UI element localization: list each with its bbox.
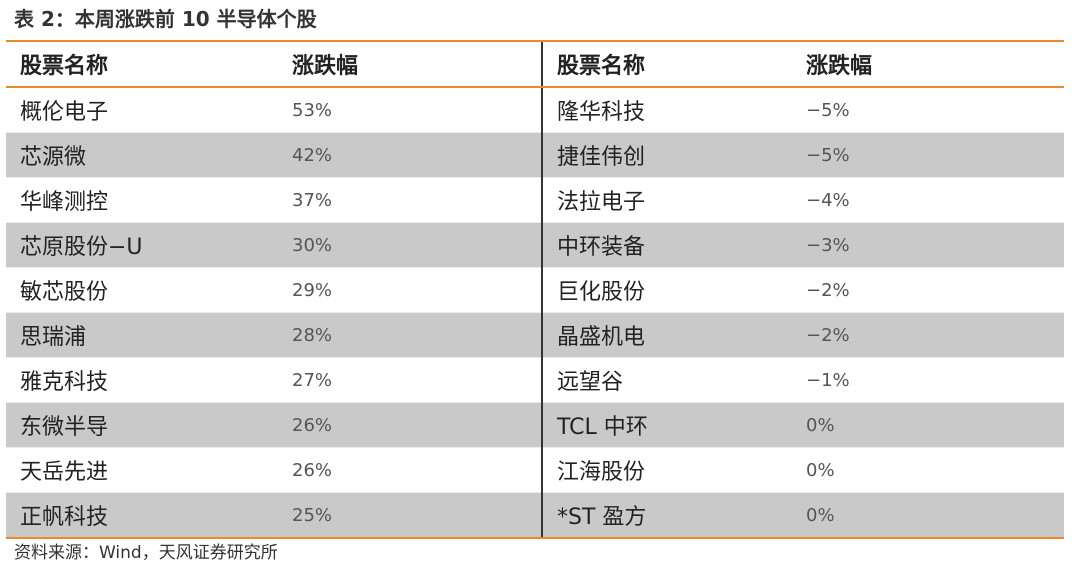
left-stock-name: 华峰测控: [6, 177, 278, 223]
right-stock-name: 江海股份: [542, 447, 792, 493]
left-stock-name: 正帆科技: [6, 492, 278, 537]
left-stock-change: 29%: [278, 267, 543, 313]
left-stock-change: 26%: [278, 447, 543, 493]
table-row: 华峰测控 37% 法拉电子 −4%: [6, 177, 1064, 223]
header-right-change: 涨跌幅: [792, 42, 1064, 88]
left-stock-change: 28%: [278, 312, 543, 358]
right-stock-change: 0%: [792, 492, 1064, 537]
right-stock-change: −3%: [792, 222, 1064, 268]
stock-change-table: 股票名称 涨跌幅 股票名称 涨跌幅 概伦电子 53% 隆华科技 −5% 芯源微 …: [6, 42, 1064, 537]
left-stock-name: 芯源微: [6, 132, 278, 178]
right-stock-change: −5%: [792, 87, 1064, 133]
right-stock-name: 巨化股份: [542, 267, 792, 313]
left-stock-name: 思瑞浦: [6, 312, 278, 358]
table-row: 东微半导 26% TCL 中环 0%: [6, 402, 1064, 448]
right-stock-name: 晶盛机电: [542, 312, 792, 358]
table-row: 天岳先进 26% 江海股份 0%: [6, 447, 1064, 493]
right-stock-change: −2%: [792, 267, 1064, 313]
header-right-name: 股票名称: [542, 42, 792, 88]
right-stock-change: 0%: [792, 447, 1064, 493]
right-stock-name: 中环装备: [542, 222, 792, 268]
left-stock-name: 东微半导: [6, 402, 278, 448]
source-note: 资料来源：Wind，天风证券研究所: [14, 543, 278, 563]
right-stock-name: 捷佳伟创: [542, 132, 792, 178]
left-stock-change: 26%: [278, 402, 543, 448]
left-stock-name: 天岳先进: [6, 447, 278, 493]
left-stock-name: 概伦电子: [6, 87, 278, 133]
right-stock-change: −5%: [792, 132, 1064, 178]
left-stock-change: 42%: [278, 132, 543, 178]
left-stock-name: 敏芯股份: [6, 267, 278, 313]
left-stock-name: 芯原股份−U: [6, 222, 278, 268]
stock-table-container: 股票名称 涨跌幅 股票名称 涨跌幅 概伦电子 53% 隆华科技 −5% 芯源微 …: [6, 40, 1064, 539]
right-stock-change: −2%: [792, 312, 1064, 358]
left-stock-change: 53%: [278, 87, 543, 133]
right-stock-change: 0%: [792, 402, 1064, 448]
right-stock-name: *ST 盈方: [542, 492, 792, 537]
right-stock-name: 隆华科技: [542, 87, 792, 133]
left-stock-change: 25%: [278, 492, 543, 537]
table-row: 芯原股份−U 30% 中环装备 −3%: [6, 222, 1064, 268]
right-stock-name: 远望谷: [542, 357, 792, 403]
table-header-row: 股票名称 涨跌幅 股票名称 涨跌幅: [6, 42, 1064, 88]
table-row: 雅克科技 27% 远望谷 −1%: [6, 357, 1064, 403]
table-row: 敏芯股份 29% 巨化股份 −2%: [6, 267, 1064, 313]
right-stock-name: TCL 中环: [542, 402, 792, 448]
right-stock-name: 法拉电子: [542, 177, 792, 223]
header-left-name: 股票名称: [6, 42, 278, 88]
table-row: 概伦电子 53% 隆华科技 −5%: [6, 87, 1064, 133]
left-stock-change: 27%: [278, 357, 543, 403]
left-stock-name: 雅克科技: [6, 357, 278, 403]
right-stock-change: −4%: [792, 177, 1064, 223]
left-stock-change: 30%: [278, 222, 543, 268]
table-title: 表 2：本周涨跌前 10 半导体个股: [14, 7, 317, 31]
left-stock-change: 37%: [278, 177, 543, 223]
table-row: 芯源微 42% 捷佳伟创 −5%: [6, 132, 1064, 178]
right-stock-change: −1%: [792, 357, 1064, 403]
table-row: 思瑞浦 28% 晶盛机电 −2%: [6, 312, 1064, 358]
header-left-change: 涨跌幅: [278, 42, 543, 88]
table-row: 正帆科技 25% *ST 盈方 0%: [6, 492, 1064, 537]
